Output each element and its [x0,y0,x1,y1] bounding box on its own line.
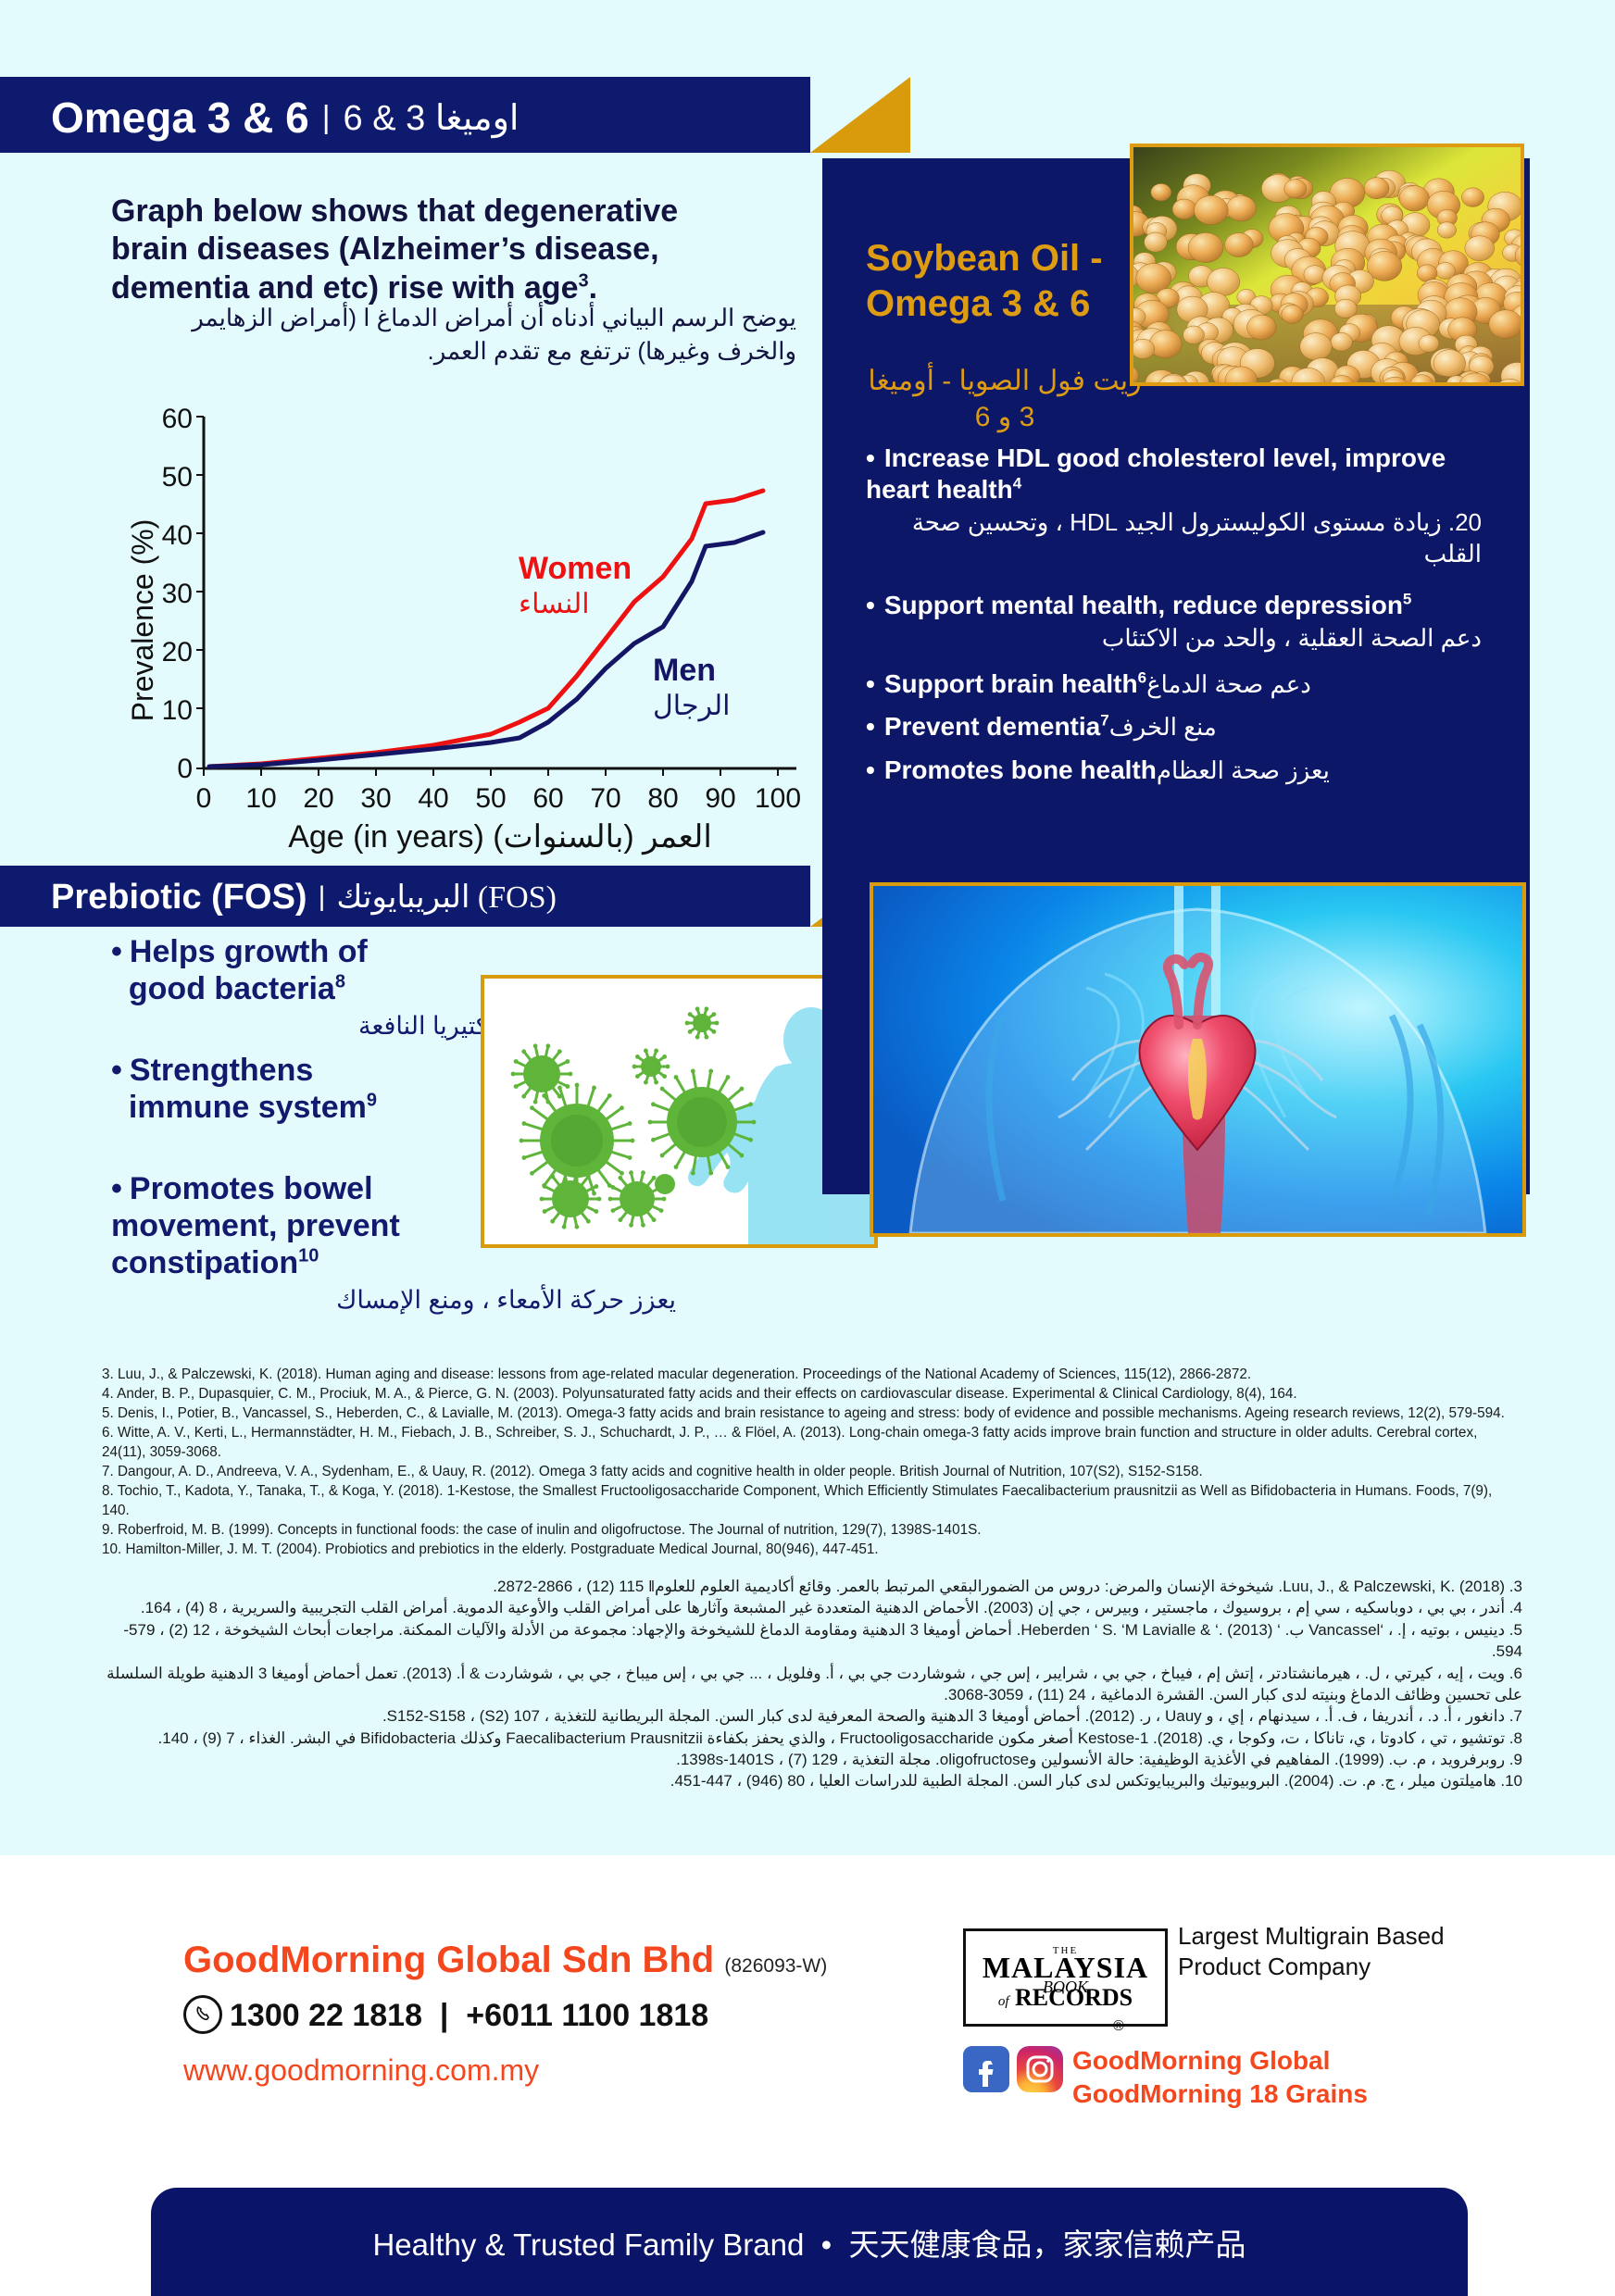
svg-text:Age (in years) (العمر (بالسنو: Age (in years) (العمر (بالسنوات [288,819,712,855]
svg-text:40: 40 [162,520,193,551]
svg-text:30: 30 [360,783,391,814]
svg-text:الرجال: الرجال [653,691,731,722]
svg-text:50: 50 [162,462,193,493]
svg-text:60: 60 [162,407,193,434]
svg-text:Women: Women [519,551,632,586]
svg-text:النساء: النساء [519,589,590,619]
svg-text:Men: Men [653,653,716,688]
svg-text:0: 0 [177,754,193,784]
svg-text:100: 100 [755,783,801,814]
svg-text:20: 20 [162,637,193,668]
svg-text:20: 20 [303,783,333,814]
svg-text:60: 60 [532,783,563,814]
svg-text:10: 10 [162,695,193,726]
svg-text:0: 0 [196,783,212,814]
svg-text:90: 90 [705,783,735,814]
svg-text:40: 40 [418,783,448,814]
svg-text:30: 30 [162,579,193,609]
svg-text:Prevalence (%): Prevalence (%) [126,519,159,722]
svg-text:80: 80 [647,783,678,814]
svg-text:70: 70 [590,783,620,814]
svg-text:10: 10 [245,783,276,814]
svg-text:50: 50 [475,783,506,814]
